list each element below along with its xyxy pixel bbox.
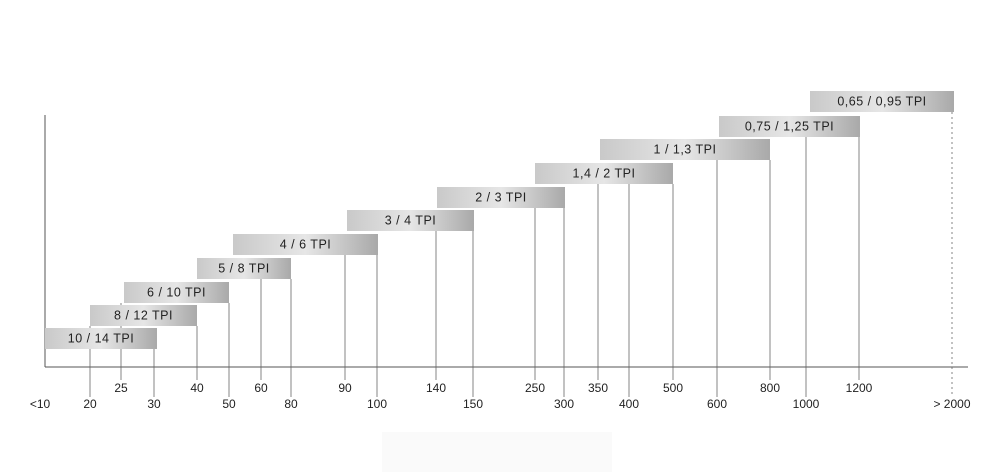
tpi-label: 6 / 10 TPI xyxy=(147,285,206,299)
tpi-bar xyxy=(124,282,229,303)
tpi-bar xyxy=(719,116,860,137)
tick-label: <10 xyxy=(30,397,51,411)
tick-label: 250 xyxy=(525,381,545,395)
tpi-label: 8 / 12 TPI xyxy=(114,308,173,322)
tpi-label: 4 / 6 TPI xyxy=(280,237,332,251)
tick-label: 40 xyxy=(190,381,204,395)
tpi-bar xyxy=(437,187,565,208)
tick-label: 20 xyxy=(83,397,97,411)
tpi-bar xyxy=(197,258,291,279)
tpi-bar xyxy=(535,163,673,184)
tick-label: 350 xyxy=(588,381,608,395)
tick-label: 600 xyxy=(707,397,727,411)
tick-label: 30 xyxy=(147,397,161,411)
tpi-label: 3 / 4 TPI xyxy=(385,213,437,227)
tick-label: 500 xyxy=(663,381,683,395)
tick-label: > 2000 xyxy=(933,397,970,411)
tpi-label: 5 / 8 TPI xyxy=(218,261,270,275)
tpi-bar xyxy=(600,139,770,160)
tpi-bar xyxy=(810,91,954,112)
tpi-label: 10 / 14 TPI xyxy=(68,331,134,345)
tick-label: 1200 xyxy=(846,381,873,395)
tick-label: 140 xyxy=(426,381,446,395)
tick-label: 90 xyxy=(338,381,352,395)
tick-label: 100 xyxy=(367,397,387,411)
tick-label: 60 xyxy=(254,381,268,395)
tpi-label: 2 / 3 TPI xyxy=(475,190,527,204)
tick-label: 50 xyxy=(222,397,236,411)
tick-label: 800 xyxy=(760,381,780,395)
tick-label: 400 xyxy=(619,397,639,411)
tpi-bar xyxy=(45,328,157,349)
blank-patch xyxy=(382,432,612,472)
tpi-bar xyxy=(90,305,197,326)
tpi-bar xyxy=(233,234,378,255)
tick-label: 1000 xyxy=(793,397,820,411)
tick-label: 25 xyxy=(114,381,128,395)
tpi-label: 1,4 / 2 TPI xyxy=(573,166,636,180)
tick-label: 300 xyxy=(554,397,574,411)
tpi-bar xyxy=(347,210,474,231)
tick-label: 150 xyxy=(463,397,483,411)
tpi-label: 1 / 1,3 TPI xyxy=(654,142,717,156)
tpi-label: 0,65 / 0,95 TPI xyxy=(837,94,926,108)
tick-label: 80 xyxy=(284,397,298,411)
tpi-label: 0,75 / 1,25 TPI xyxy=(745,119,834,133)
